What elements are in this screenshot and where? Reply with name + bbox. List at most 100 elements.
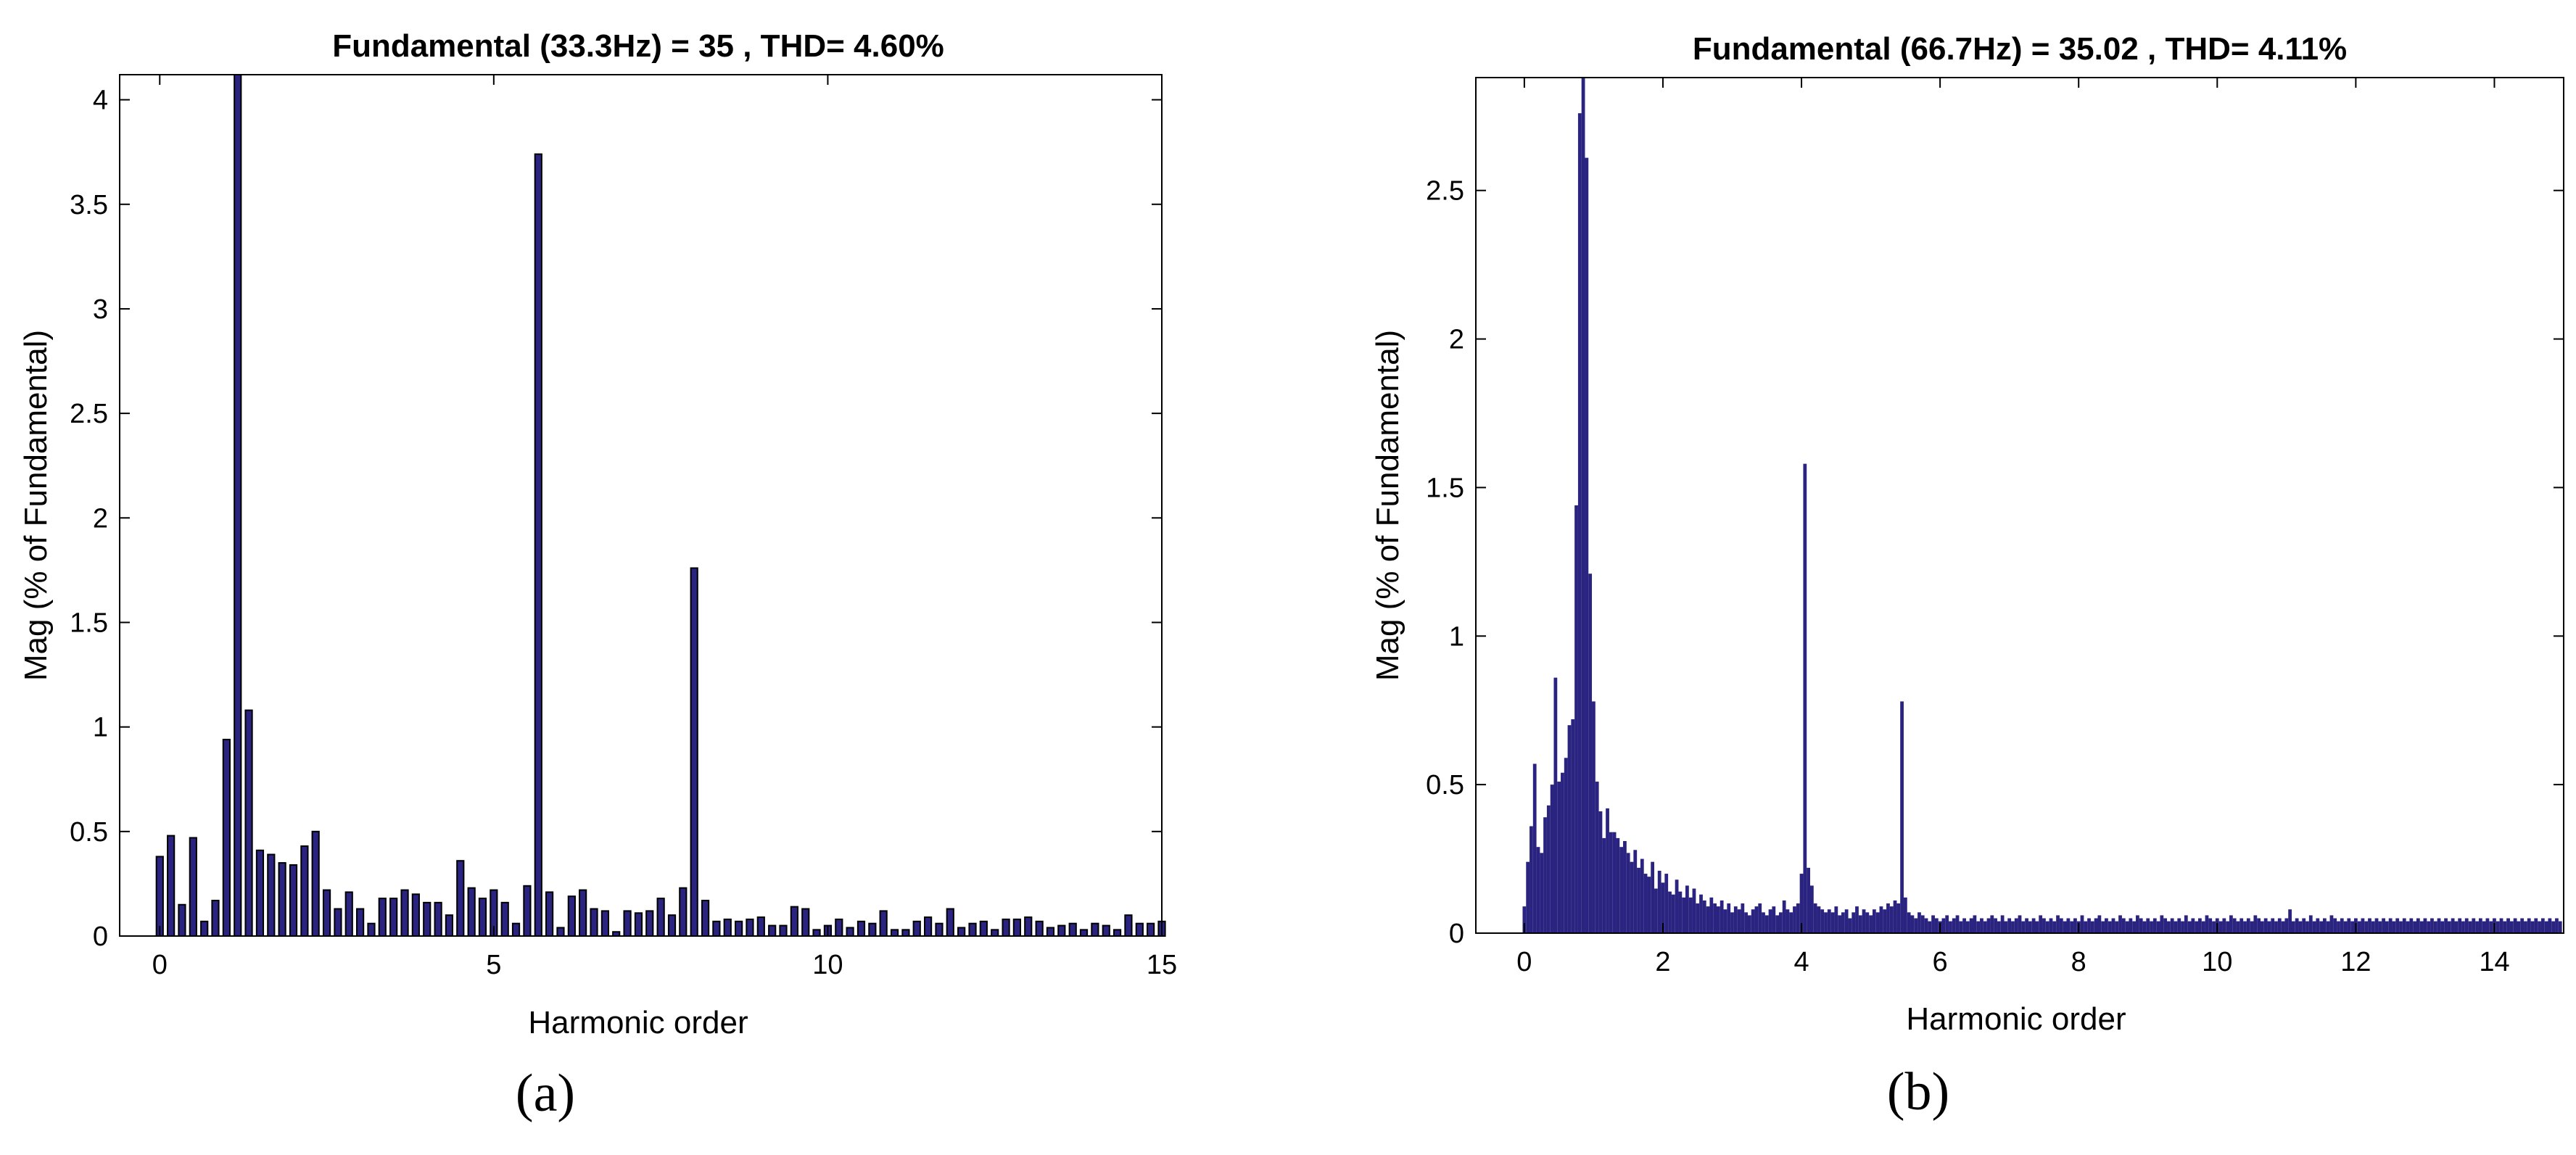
bar (1567, 725, 1572, 933)
bar (2392, 921, 2396, 933)
bar (2066, 918, 2071, 933)
bar (2430, 918, 2434, 933)
bar (2451, 918, 2455, 933)
bar (2101, 921, 2105, 933)
bars-a (155, 74, 1166, 937)
bar (2416, 918, 2420, 933)
bar (812, 929, 821, 937)
bar (2326, 921, 2330, 933)
bar (2011, 921, 2015, 933)
bar (1858, 915, 1862, 933)
bar (1024, 916, 1033, 937)
bar (389, 898, 398, 937)
bar (2049, 918, 2053, 933)
bar (2478, 918, 2482, 933)
bar (2059, 918, 2063, 933)
bar (1540, 853, 1544, 934)
bar (2316, 918, 2320, 933)
bar (1879, 906, 1883, 934)
bar (2105, 918, 2108, 933)
bar (1965, 921, 1970, 933)
bar (2170, 918, 2174, 933)
bar (2308, 915, 2313, 933)
bar (2271, 918, 2275, 933)
bar (2236, 921, 2240, 933)
bar (2250, 921, 2254, 933)
bar (2007, 918, 2012, 933)
bar (2295, 918, 2299, 933)
bar (2329, 915, 2334, 933)
bar (1924, 918, 1928, 933)
bar (1564, 758, 1568, 933)
bar (2045, 921, 2049, 933)
bar (679, 887, 688, 937)
bar (1553, 677, 1558, 933)
bar (534, 153, 542, 937)
bar (356, 908, 365, 937)
bar (1696, 903, 1700, 933)
bar (746, 918, 754, 937)
bar (1997, 921, 2001, 933)
bar (2319, 921, 2323, 933)
bar (2000, 915, 2005, 933)
bar (2312, 921, 2316, 933)
bar (1952, 918, 1956, 933)
bar (2302, 918, 2306, 933)
bar (2187, 921, 2192, 933)
bar (1875, 912, 1880, 933)
bar (1762, 912, 1765, 933)
bar (2184, 915, 2188, 933)
bar (2004, 921, 2008, 933)
bar (1907, 912, 1911, 933)
bar (2243, 921, 2247, 933)
bar (1709, 897, 1714, 933)
bar (600, 910, 610, 937)
bar (1640, 858, 1644, 933)
bar (2461, 921, 2465, 933)
bar (2368, 918, 2371, 933)
bar (1002, 918, 1010, 937)
bar (2118, 915, 2122, 933)
bar (623, 910, 632, 937)
bar (2364, 921, 2369, 933)
bar (1803, 463, 1807, 933)
y-tick-label: 2.5 (70, 399, 108, 429)
bar (456, 860, 465, 937)
bar (2087, 918, 2091, 933)
x-tick-label: 10 (812, 950, 843, 980)
bar (1959, 921, 1963, 933)
y-tick-label: 0.5 (70, 817, 108, 848)
bar (545, 891, 554, 937)
bar (2111, 918, 2115, 933)
bar (1588, 574, 1593, 933)
bar (2305, 921, 2309, 933)
bar (2031, 918, 2036, 933)
bar (2080, 915, 2084, 933)
bar (2195, 921, 2199, 933)
bar (1091, 922, 1099, 937)
bar (189, 837, 197, 937)
bar (2090, 921, 2094, 933)
chart-title-a: Fundamental (33.3Hz) = 35 , THD= 4.60% (332, 28, 944, 64)
bar (478, 898, 487, 937)
bar (1147, 922, 1155, 937)
bar (2538, 921, 2541, 933)
bar (2558, 921, 2562, 933)
bar (2222, 918, 2226, 933)
bar (756, 916, 765, 937)
bar (2226, 921, 2230, 933)
bar (1685, 885, 1689, 933)
bar (1637, 867, 1640, 933)
bar (957, 927, 966, 937)
bar (2073, 918, 2077, 933)
y-tick-label: 4 (93, 86, 108, 116)
bar (2257, 918, 2261, 933)
x-axis-label-b: Harmonic order (1906, 1001, 2126, 1037)
bar (2284, 918, 2289, 933)
bar (2232, 918, 2237, 933)
y-tick-label: 3.5 (70, 190, 108, 220)
bar (890, 929, 899, 937)
bar (801, 908, 810, 937)
bar (2239, 918, 2244, 933)
bar (779, 924, 788, 937)
